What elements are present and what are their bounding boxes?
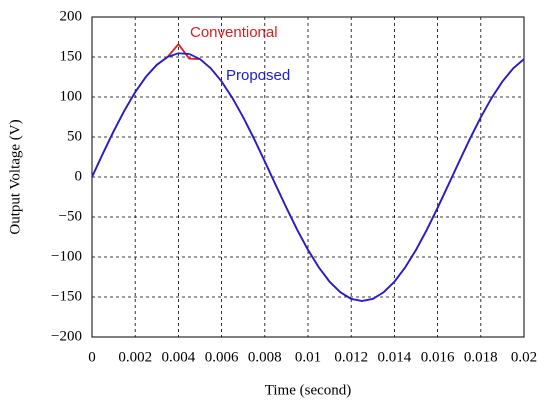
series-label: Conventional	[190, 24, 278, 41]
x-tick-label: 0.02	[511, 349, 537, 365]
y-tick-label: −200	[51, 328, 82, 344]
x-tick-label: 0.01	[295, 349, 321, 365]
y-tick-label: −150	[51, 288, 82, 304]
y-tick-label: 150	[60, 48, 83, 64]
series-line	[91, 52, 525, 302]
x-tick-label: 0.018	[464, 349, 498, 365]
y-tick-label: 200	[60, 8, 83, 24]
x-axis-label: Time (second)	[265, 382, 352, 398]
x-tick-label: 0.006	[205, 349, 239, 365]
y-tick-label: −100	[51, 248, 82, 264]
x-tick-label: 0	[88, 349, 96, 365]
x-tick-label: 0.008	[248, 349, 282, 365]
y-tick-label: −50	[59, 208, 82, 224]
x-tick-label: 0.016	[421, 349, 455, 365]
y-axis-label: Output Voltage (V)	[7, 119, 23, 234]
x-tick-label: 0.014	[378, 349, 412, 365]
y-tick-label: 100	[60, 88, 83, 104]
y-tick-label: 0	[75, 168, 83, 184]
x-tick-label: 0.012	[334, 349, 368, 365]
series-label: Proposed	[226, 67, 290, 84]
x-tick-label: 0.002	[118, 349, 152, 365]
x-tick-label: 0.004	[162, 349, 196, 365]
y-tick-label: 50	[67, 128, 82, 144]
series-line	[91, 42, 525, 302]
